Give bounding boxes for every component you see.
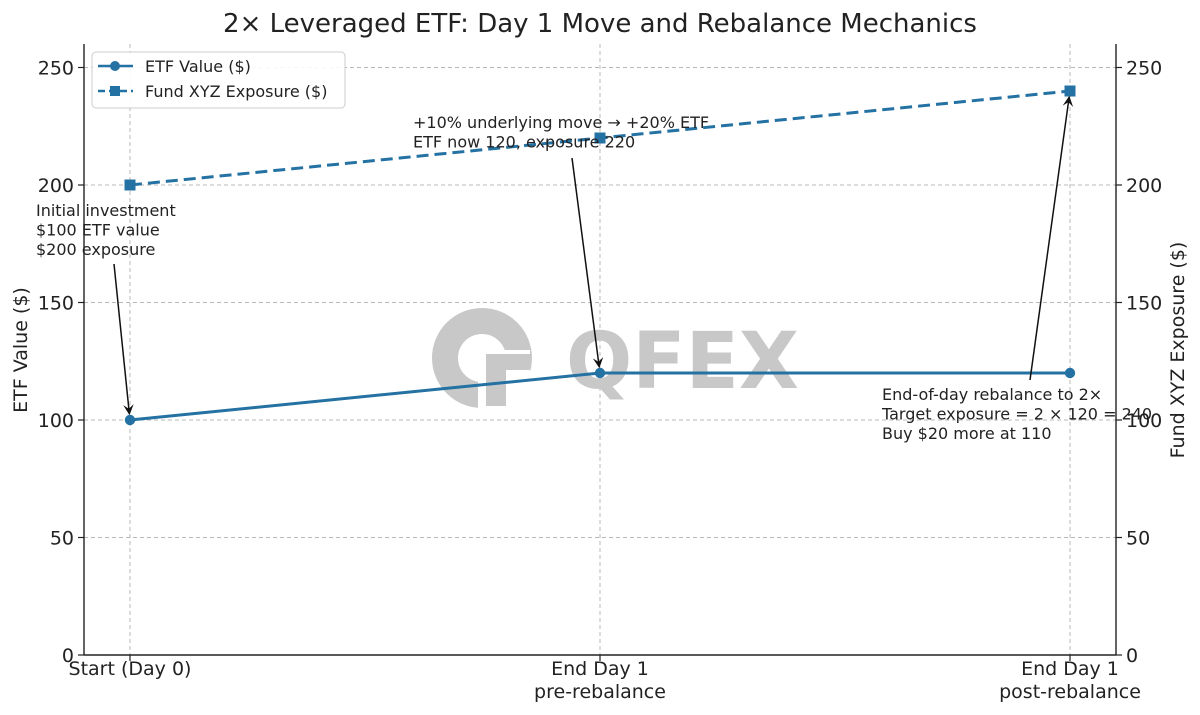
y-tick-label-3: 150 xyxy=(38,293,74,315)
y-axis-label: ETF Value ($) xyxy=(10,287,32,413)
y-right-tick-label-5: 250 xyxy=(1126,58,1162,80)
series-1-point-0 xyxy=(124,179,136,191)
y-tick-label-2: 100 xyxy=(38,410,74,432)
watermark-text: QFEX xyxy=(566,317,799,407)
x-tick-label-2: End Day 1 post-rebalance xyxy=(999,658,1141,703)
y-right-tick-label-4: 200 xyxy=(1126,175,1162,197)
legend-marker-etf xyxy=(110,61,120,71)
series-1-point-2 xyxy=(1064,85,1076,97)
series xyxy=(124,85,1076,426)
annotation-arrow-0 xyxy=(113,263,134,416)
legend-marker-exposure xyxy=(110,86,120,96)
series-1-point-1 xyxy=(594,132,606,144)
legend-box xyxy=(91,51,346,109)
chart-title: 2× Leveraged ETF: Day 1 Move and Rebalan… xyxy=(223,9,977,39)
series-0-point-2 xyxy=(1064,367,1076,379)
y-tick-label-4: 200 xyxy=(38,175,74,197)
ticks: 0 0 50 50 100 100 150 150 200 200 250 250 Start (Day… xyxy=(38,58,1163,704)
legend-label-exposure: Fund XYZ Exposure ($) xyxy=(145,82,327,101)
annotation-0: Initial investment $100 ETF value $200 exp… xyxy=(36,201,176,259)
y-axis-label-right: Fund XYZ Exposure ($) xyxy=(1167,242,1189,459)
annotation-arrow-1 xyxy=(571,157,604,369)
annotation-2: End-of-day rebalance to 2× Target exposur… xyxy=(881,385,1152,443)
y-tick-label-5: 250 xyxy=(38,58,74,80)
qfex-logo-icon xyxy=(432,308,532,408)
y-right-tick-label-3: 150 xyxy=(1126,293,1162,315)
legend: ETF Value ($) Fund XYZ Exposure ($) xyxy=(91,51,346,109)
x-tick-label-0: Start (Day 0) xyxy=(69,658,192,680)
y-right-tick-label-1: 50 xyxy=(1126,528,1150,550)
y-right-tick-label-0: 0 xyxy=(1126,645,1138,667)
legend-label-etf: ETF Value ($) xyxy=(145,57,251,76)
annotation-1: +10% underlying move → +20% ETF ETF now 1… xyxy=(413,113,709,152)
annotations: Initial investment $100 ETF value $200 exp… xyxy=(36,95,1152,443)
y-tick-label-1: 50 xyxy=(50,528,74,550)
annotation-arrow-2 xyxy=(1029,95,1074,381)
series-0-point-0 xyxy=(124,414,136,426)
series-0-point-1 xyxy=(594,367,606,379)
y-right-tick-label-2: 100 xyxy=(1126,410,1162,432)
qfex-watermark: QFEX xyxy=(432,308,799,408)
y-tick-label-0: 0 xyxy=(62,645,74,667)
x-tick-label-1: End Day 1 pre-rebalance xyxy=(534,658,666,703)
